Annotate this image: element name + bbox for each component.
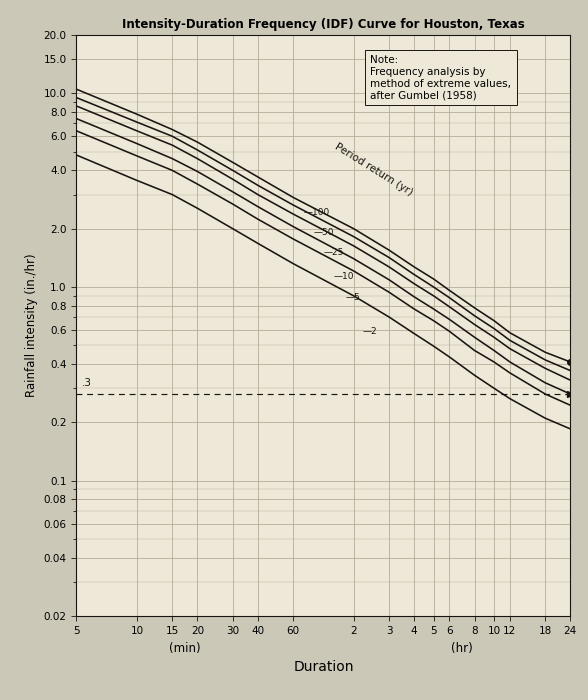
Text: 20: 20	[191, 626, 204, 636]
Title: Intensity-Duration Frequency (IDF) Curve for Houston, Texas: Intensity-Duration Frequency (IDF) Curve…	[122, 18, 524, 31]
Text: —25: —25	[323, 248, 344, 258]
Text: (min): (min)	[169, 643, 201, 655]
Text: 5: 5	[73, 626, 80, 636]
Text: 18: 18	[539, 626, 552, 636]
Text: —5: —5	[346, 293, 360, 302]
Text: Note:
Frequency analysis by
method of extreme values,
after Gumbel (1958): Note: Frequency analysis by method of ex…	[370, 55, 512, 100]
Text: —2: —2	[363, 327, 377, 336]
Text: Period return (yr): Period return (yr)	[333, 141, 415, 197]
Text: 6: 6	[446, 626, 453, 636]
Text: 8: 8	[471, 626, 478, 636]
Text: 40: 40	[251, 626, 265, 636]
Text: 12: 12	[503, 626, 516, 636]
Y-axis label: Rainfall intensity (in./hr): Rainfall intensity (in./hr)	[25, 253, 38, 398]
Text: (hr): (hr)	[451, 643, 473, 655]
Text: 4: 4	[411, 626, 417, 636]
Text: 24: 24	[564, 626, 577, 636]
Text: 30: 30	[226, 626, 239, 636]
Text: —100: —100	[303, 208, 330, 217]
Text: —50: —50	[313, 228, 334, 237]
Text: 60: 60	[286, 626, 300, 636]
Text: 5: 5	[430, 626, 437, 636]
Text: 15: 15	[166, 626, 179, 636]
Text: Duration: Duration	[293, 659, 353, 673]
Text: 3: 3	[386, 626, 392, 636]
Text: —10: —10	[333, 272, 354, 281]
Text: 2: 2	[350, 626, 357, 636]
Text: .3: .3	[82, 377, 92, 388]
Text: 10: 10	[487, 626, 500, 636]
Text: 10: 10	[131, 626, 143, 636]
